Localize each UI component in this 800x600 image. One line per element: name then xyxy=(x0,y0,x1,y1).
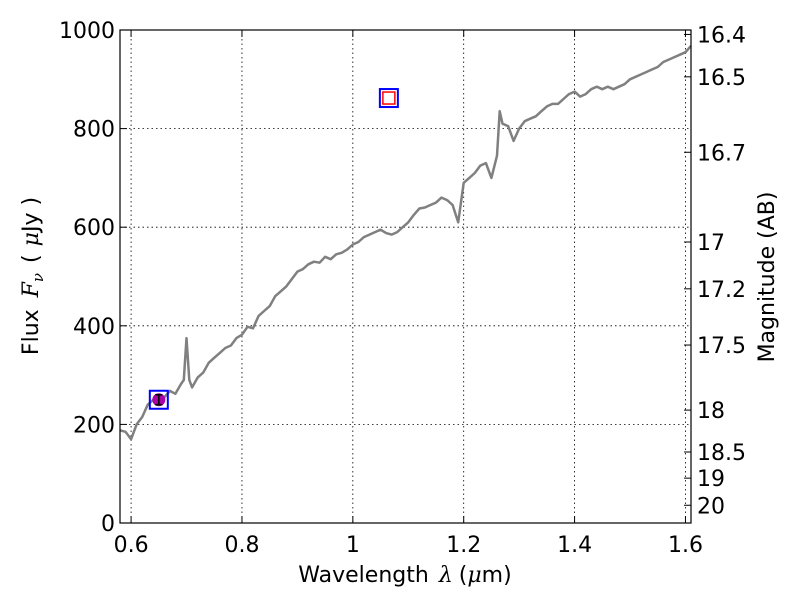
x-axis-label-unit-open: ( xyxy=(459,563,468,588)
y-axis-label-symbol: F xyxy=(19,281,44,298)
y-tick-label-2: 400 xyxy=(73,315,115,340)
j-band-photometry-inner xyxy=(382,91,396,105)
y2-tick-label-9: 20 xyxy=(697,494,725,519)
y2-tick-label-4: 17.2 xyxy=(697,278,746,303)
r-band-photometry xyxy=(148,389,169,410)
y-axis-label-word: Flux xyxy=(19,309,44,355)
y2-tick-label-6: 18 xyxy=(697,399,725,424)
y-tick-label-4: 800 xyxy=(73,118,115,143)
x-tick-label-5: 1.6 xyxy=(668,533,703,558)
r-band-photometry-box xyxy=(148,389,169,410)
x-axis-label: Wavelength λ (μm) xyxy=(298,563,511,588)
y-axis-label-subscript: ν xyxy=(29,273,47,282)
y2-axis-label: Magnitude (AB) xyxy=(755,192,780,363)
x-tick-label-0: 0.6 xyxy=(114,533,149,558)
x-tick-label-3: 1.2 xyxy=(446,533,481,558)
x-tick-labels: 0.6 0.8 1 1.2 1.4 1.6 xyxy=(114,533,703,558)
y-tick-label-0: 0 xyxy=(101,512,115,537)
y2-tick-label-1: 16.5 xyxy=(697,66,746,91)
x-axis-label-unit-mu: μ xyxy=(467,563,481,588)
y-axis-label-unit-rest: Jy ) xyxy=(19,197,44,234)
plot-frame xyxy=(119,29,692,524)
x-axis-label-symbol: λ xyxy=(438,563,453,588)
y2-tick-label-3: 17 xyxy=(697,231,725,256)
x-axis-label-word: Wavelength xyxy=(298,563,429,588)
y-axis-label-unit-open: ( xyxy=(19,254,44,263)
x-axis-label-unit-rest: m) xyxy=(482,563,512,588)
y2-tick-label-7: 18.5 xyxy=(697,441,746,466)
y-axis-label: Flux Fν ( μJy ) xyxy=(19,197,47,355)
x-tick-label-1: 0.8 xyxy=(224,533,259,558)
axis-ticks xyxy=(120,29,691,524)
y2-tick-label-0: 16.4 xyxy=(697,23,746,48)
y-tick-label-1: 200 xyxy=(73,413,115,438)
spectrum-line xyxy=(119,44,692,441)
y-tick-label-5: 1000 xyxy=(59,19,115,44)
y-axis-label-unit-mu: μ xyxy=(19,232,44,246)
y2-tick-label-8: 19 xyxy=(697,467,725,492)
photometry-markers xyxy=(148,88,399,410)
y2-tick-label-2: 16.7 xyxy=(697,141,746,166)
j-band-photometry xyxy=(378,88,399,109)
y-tick-label-3: 600 xyxy=(73,216,115,241)
y-tick-labels: 0 200 400 600 800 1000 xyxy=(59,19,115,537)
y2-tick-label-5: 17.5 xyxy=(697,334,746,359)
j-band-photometry-box xyxy=(378,88,399,109)
x-tick-label-2: 1 xyxy=(346,533,360,558)
x-tick-label-4: 1.4 xyxy=(557,533,592,558)
